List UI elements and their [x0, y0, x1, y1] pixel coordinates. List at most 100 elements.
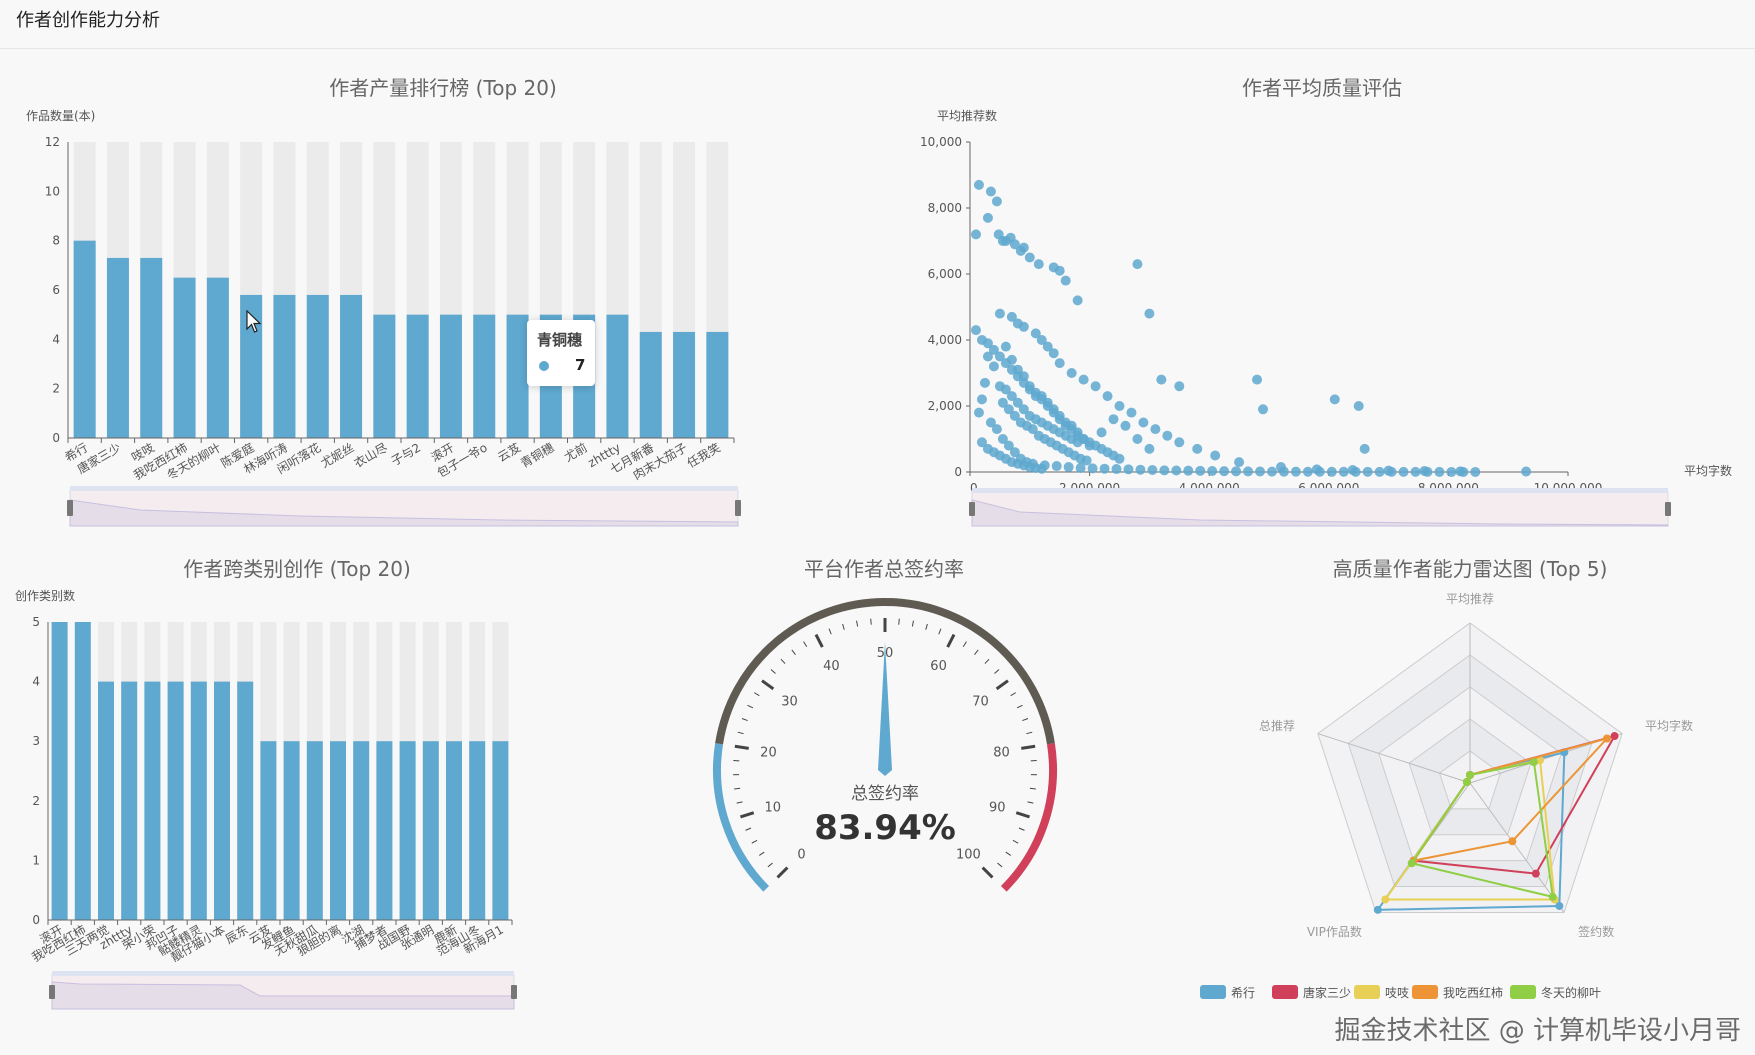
scatter-point[interactable]	[997, 434, 1008, 444]
quality-datazoom[interactable]	[969, 488, 1671, 527]
scatter-point[interactable]	[1072, 295, 1083, 306]
radar-chart[interactable]: 平均推荐 平均字数 签约数 VIP作品数 总推荐 希行 唐家三少 吱吱 我吃西红柿 冬天的柳叶	[1200, 575, 1740, 1015]
scatter-point[interactable]	[1012, 397, 1023, 408]
scatter-point[interactable]	[985, 186, 996, 197]
datazoom-handle-right[interactable]	[735, 500, 741, 516]
bar[interactable]	[214, 681, 230, 920]
bar[interactable]	[706, 331, 729, 438]
scatter-point[interactable]	[1219, 466, 1230, 477]
bar[interactable]	[206, 277, 229, 438]
bar[interactable]	[260, 741, 277, 920]
bar[interactable]	[144, 681, 161, 920]
datazoom-handle-left[interactable]	[67, 500, 73, 516]
scatter-point[interactable]	[1066, 424, 1077, 435]
bar[interactable]	[74, 622, 91, 920]
scatter-point[interactable]	[1066, 368, 1077, 378]
scatter-point[interactable]	[979, 377, 990, 388]
scatter-point[interactable]	[1000, 358, 1011, 369]
signing-gauge-svg[interactable]: 0102030405060708090100总签约率83.94%	[680, 580, 1090, 920]
scatter-point[interactable]	[982, 212, 993, 223]
scatter-point[interactable]	[1006, 364, 1017, 375]
scatter-point[interactable]	[1108, 414, 1119, 425]
scatter-point[interactable]	[1081, 455, 1092, 466]
scatter-point[interactable]	[976, 394, 987, 405]
scatter-point[interactable]	[1314, 466, 1325, 477]
scatter-point[interactable]	[1258, 404, 1269, 415]
quality-chart-svg[interactable]: 平均推荐数平均字数02,0004,0006,0008,00010,00002,0…	[900, 100, 1745, 530]
bar[interactable]	[422, 741, 439, 920]
scatter-point[interactable]	[1075, 463, 1086, 474]
scatter-point[interactable]	[1171, 465, 1182, 476]
bar[interactable]	[140, 257, 163, 438]
scatter-point[interactable]	[988, 344, 999, 355]
scatter-point[interactable]	[1027, 424, 1038, 435]
cross-category-chart[interactable]: 创作类别数 0 1 2 3 4 5 滚开 我吃西红柿 三天两觉 zhttty 荣小荣 邦凹子 骷髅精灵 靓仔…	[0, 580, 560, 1020]
scatter-point[interactable]	[1000, 341, 1011, 352]
bar[interactable]	[406, 314, 429, 438]
scatter-point[interactable]	[973, 179, 984, 190]
cross-category-chart-svg[interactable]: 创作类别数012345滚开我吃西红柿三天两觉zhttty荣小荣邦凹子骷髅精灵靓仔…	[0, 580, 560, 1020]
scatter-point[interactable]	[976, 437, 987, 448]
bar[interactable]	[376, 741, 393, 920]
scatter-point[interactable]	[1018, 242, 1029, 253]
bar[interactable]	[330, 741, 346, 920]
scatter-point[interactable]	[1114, 401, 1125, 411]
bar[interactable]	[190, 681, 207, 920]
scatter-point[interactable]	[1078, 434, 1089, 444]
scatter-point[interactable]	[1078, 374, 1089, 385]
scatter-point[interactable]	[1102, 391, 1113, 402]
legend-item[interactable]: 吱吱	[1354, 985, 1409, 1000]
legend-item[interactable]: 希行	[1200, 985, 1255, 1000]
bar[interactable]	[306, 741, 323, 920]
scatter-point[interactable]	[1410, 466, 1421, 477]
scatter-point[interactable]	[1126, 407, 1137, 418]
scatter-point[interactable]	[982, 338, 993, 349]
bar[interactable]	[469, 741, 486, 920]
bar[interactable]	[399, 741, 416, 920]
bar[interactable]	[446, 741, 462, 920]
scatter-point[interactable]	[985, 417, 996, 428]
scatter-point[interactable]	[1000, 384, 1011, 395]
scatter-point[interactable]	[994, 351, 1005, 362]
scatter-point[interactable]	[1521, 466, 1532, 477]
scatter-point[interactable]	[1111, 464, 1122, 475]
scatter-point[interactable]	[1252, 374, 1263, 385]
scatter-point[interactable]	[1003, 404, 1014, 415]
scatter-point[interactable]	[1470, 466, 1481, 477]
datazoom-handle-left[interactable]	[969, 502, 975, 516]
scatter-point[interactable]	[1036, 463, 1047, 474]
scatter-point[interactable]	[1090, 381, 1101, 392]
scatter-point[interactable]	[1210, 450, 1221, 461]
bar[interactable]	[167, 681, 184, 920]
bar[interactable]	[98, 681, 114, 920]
scatter-point[interactable]	[1036, 335, 1047, 345]
scatter-point[interactable]	[970, 325, 981, 336]
scatter-point[interactable]	[1048, 348, 1059, 359]
scatter-point[interactable]	[988, 361, 999, 372]
production-datazoom[interactable]	[67, 486, 741, 527]
scatter-point[interactable]	[1132, 434, 1143, 444]
scatter-point[interactable]	[1051, 461, 1062, 472]
scatter-point[interactable]	[1353, 401, 1364, 411]
scatter-point[interactable]	[1422, 466, 1433, 477]
legend-item[interactable]: 唐家三少	[1272, 985, 1351, 1000]
scatter-point[interactable]	[1326, 466, 1337, 477]
scatter-point[interactable]	[1132, 259, 1143, 270]
scatter-point[interactable]	[1060, 275, 1071, 286]
bar[interactable]	[73, 240, 96, 438]
scatter-point[interactable]	[1024, 384, 1035, 395]
bar[interactable]	[106, 257, 129, 438]
bar[interactable]	[51, 622, 68, 920]
scatter-point[interactable]	[991, 196, 1002, 207]
scatter-point[interactable]	[1446, 466, 1457, 477]
scatter-point[interactable]	[1350, 466, 1361, 477]
quality-chart[interactable]: 平均推荐数平均字数02,0004,0006,0008,00010,00002,0…	[900, 100, 1745, 530]
scatter-point[interactable]	[1054, 265, 1065, 276]
scatter-point[interactable]	[1290, 466, 1301, 477]
bar[interactable]	[606, 314, 629, 438]
scatter-point[interactable]	[1458, 466, 1469, 477]
scatter-point[interactable]	[1096, 427, 1107, 438]
scatter-point[interactable]	[1386, 466, 1397, 477]
